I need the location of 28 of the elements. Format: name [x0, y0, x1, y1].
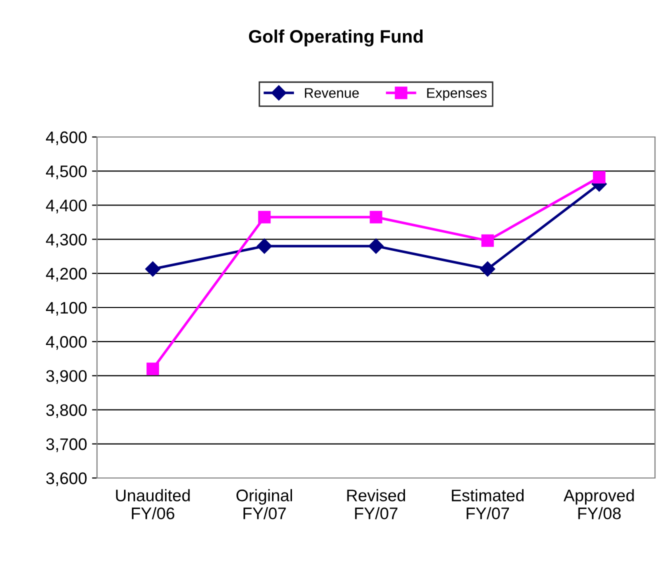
point — [145, 261, 160, 277]
y-tick-label: 3,600 — [46, 472, 87, 486]
x-tick-label: Estimated FY/07 — [452, 489, 524, 520]
x-tick-label: Original FY/07 — [236, 489, 292, 520]
y-tick-label: 3,900 — [46, 370, 87, 384]
y-tick-label: 4,100 — [46, 302, 87, 316]
x-tick-label: Approved FY/08 — [564, 489, 634, 520]
y-tick-label: 4,300 — [46, 234, 87, 248]
legend-label: Expenses — [427, 88, 487, 101]
point — [481, 234, 494, 247]
point — [370, 210, 382, 224]
point — [258, 210, 271, 224]
y-tick-label: 3,700 — [46, 438, 87, 452]
y-tick-label: 4,500 — [46, 166, 87, 180]
y-tick-label: 4,400 — [46, 200, 87, 214]
y-tick-label: 4,600 — [46, 131, 87, 146]
legend-label: Revenue — [304, 88, 359, 98]
point — [368, 238, 384, 254]
point — [146, 362, 160, 376]
y-tick-label: 4,200 — [46, 268, 87, 282]
x-tick-label: Revised FY/07 — [347, 489, 406, 520]
y-tick-label: 3,800 — [46, 404, 87, 418]
point — [592, 170, 606, 184]
y-tick-label: 4,000 — [46, 336, 87, 350]
x-tick-label: Unaudited FY/06 — [116, 489, 190, 520]
chart-title: Golf Operating Fund — [248, 30, 423, 46]
point — [256, 238, 272, 254]
point — [480, 261, 496, 277]
